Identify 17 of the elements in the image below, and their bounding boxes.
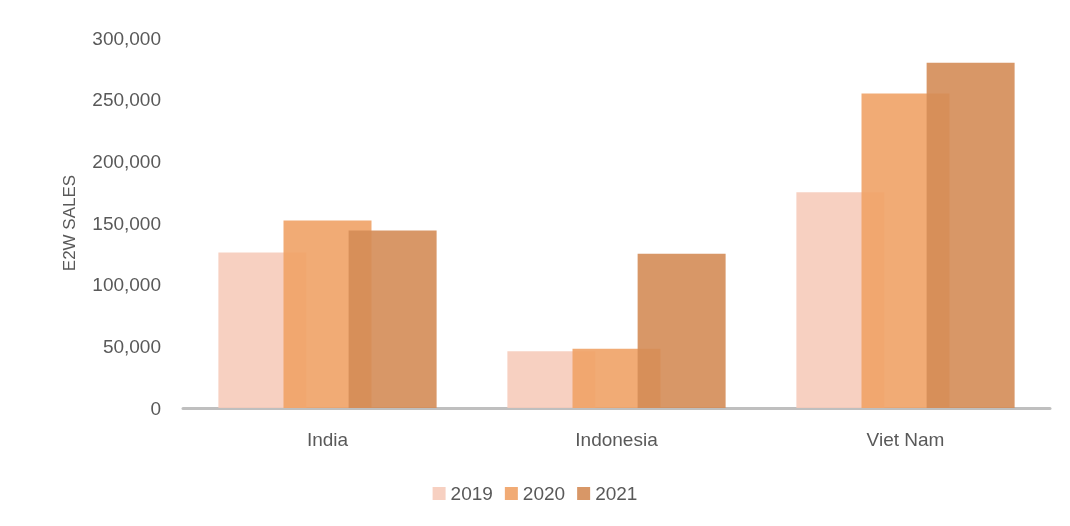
x-tick-label: Indonesia [575,429,659,450]
y-tick-label: 0 [150,397,161,419]
y-tick-label: 50,000 [102,335,161,357]
legend-label: 2021 [595,483,638,504]
y-tick-label: 250,000 [92,89,161,111]
bar [348,230,437,408]
y-tick-label: 300,000 [92,27,161,49]
x-tick-label: Viet Nam [866,429,945,450]
y-axis-title: E2W SALES [60,174,79,272]
y-tick-label: 150,000 [92,212,161,234]
y-tick-label: 100,000 [92,274,161,296]
legend-label: 2020 [522,483,566,504]
x-tick-label: India [306,429,349,450]
legend-label: 2019 [450,483,493,504]
bar [637,253,726,408]
bar [926,62,1015,408]
y-tick-label: 200,000 [92,150,161,172]
